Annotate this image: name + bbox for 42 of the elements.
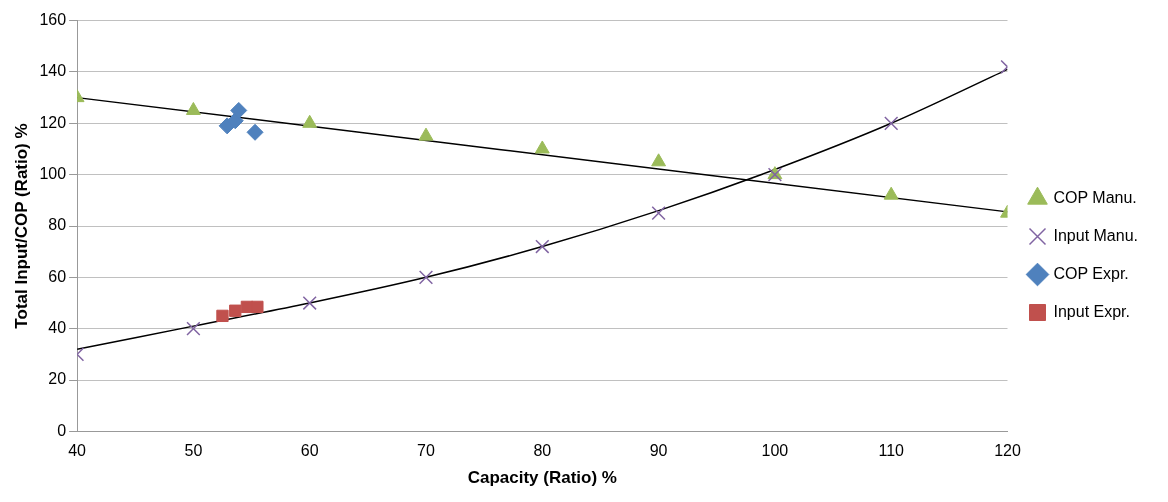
point [186,321,201,336]
point [418,127,434,141]
point [535,239,550,254]
legend-label: COP Manu. [1053,188,1137,206]
y-tick-label: 120 [39,113,67,131]
y-tick-label: 0 [57,421,67,439]
point [651,153,667,167]
y-tick-label: 40 [48,319,67,337]
y-axis-title: Total Input/COP (Ratio) % [11,123,31,329]
x-tick-label: 60 [300,442,319,460]
y-tick-label: 60 [48,267,67,285]
y-tick-label: 100 [39,165,67,183]
point [534,140,550,154]
point [884,116,899,131]
line-series [77,68,1008,350]
point [246,123,264,141]
legend-label: Input Manu. [1053,226,1138,244]
y-tick-label: 140 [39,62,67,80]
point [229,304,242,317]
point [185,101,201,115]
x-axis-title: Capacity (Ratio) % [467,468,617,488]
x-tick-label: 110 [878,442,905,460]
legend-label: Input Expr. [1053,302,1130,320]
point [230,101,248,119]
y-tick-label: 20 [48,370,67,388]
x-tick-label: 100 [761,442,789,460]
x-tick-label: 40 [68,442,87,460]
x-tick-label: 50 [184,442,203,460]
point [651,206,666,221]
point [216,309,229,323]
point [251,300,264,314]
x-tick-label: 90 [649,442,668,460]
x-tick-label: 70 [417,442,435,460]
point [418,270,434,285]
point [883,186,899,200]
point [302,114,318,128]
x-tick-label: 80 [533,442,552,460]
point [302,295,317,311]
x-tick-label: 120 [994,442,1021,460]
y-tick-label: 80 [48,216,67,234]
y-tick-label: 160 [39,11,67,29]
legend-label: COP Expr. [1053,264,1129,282]
